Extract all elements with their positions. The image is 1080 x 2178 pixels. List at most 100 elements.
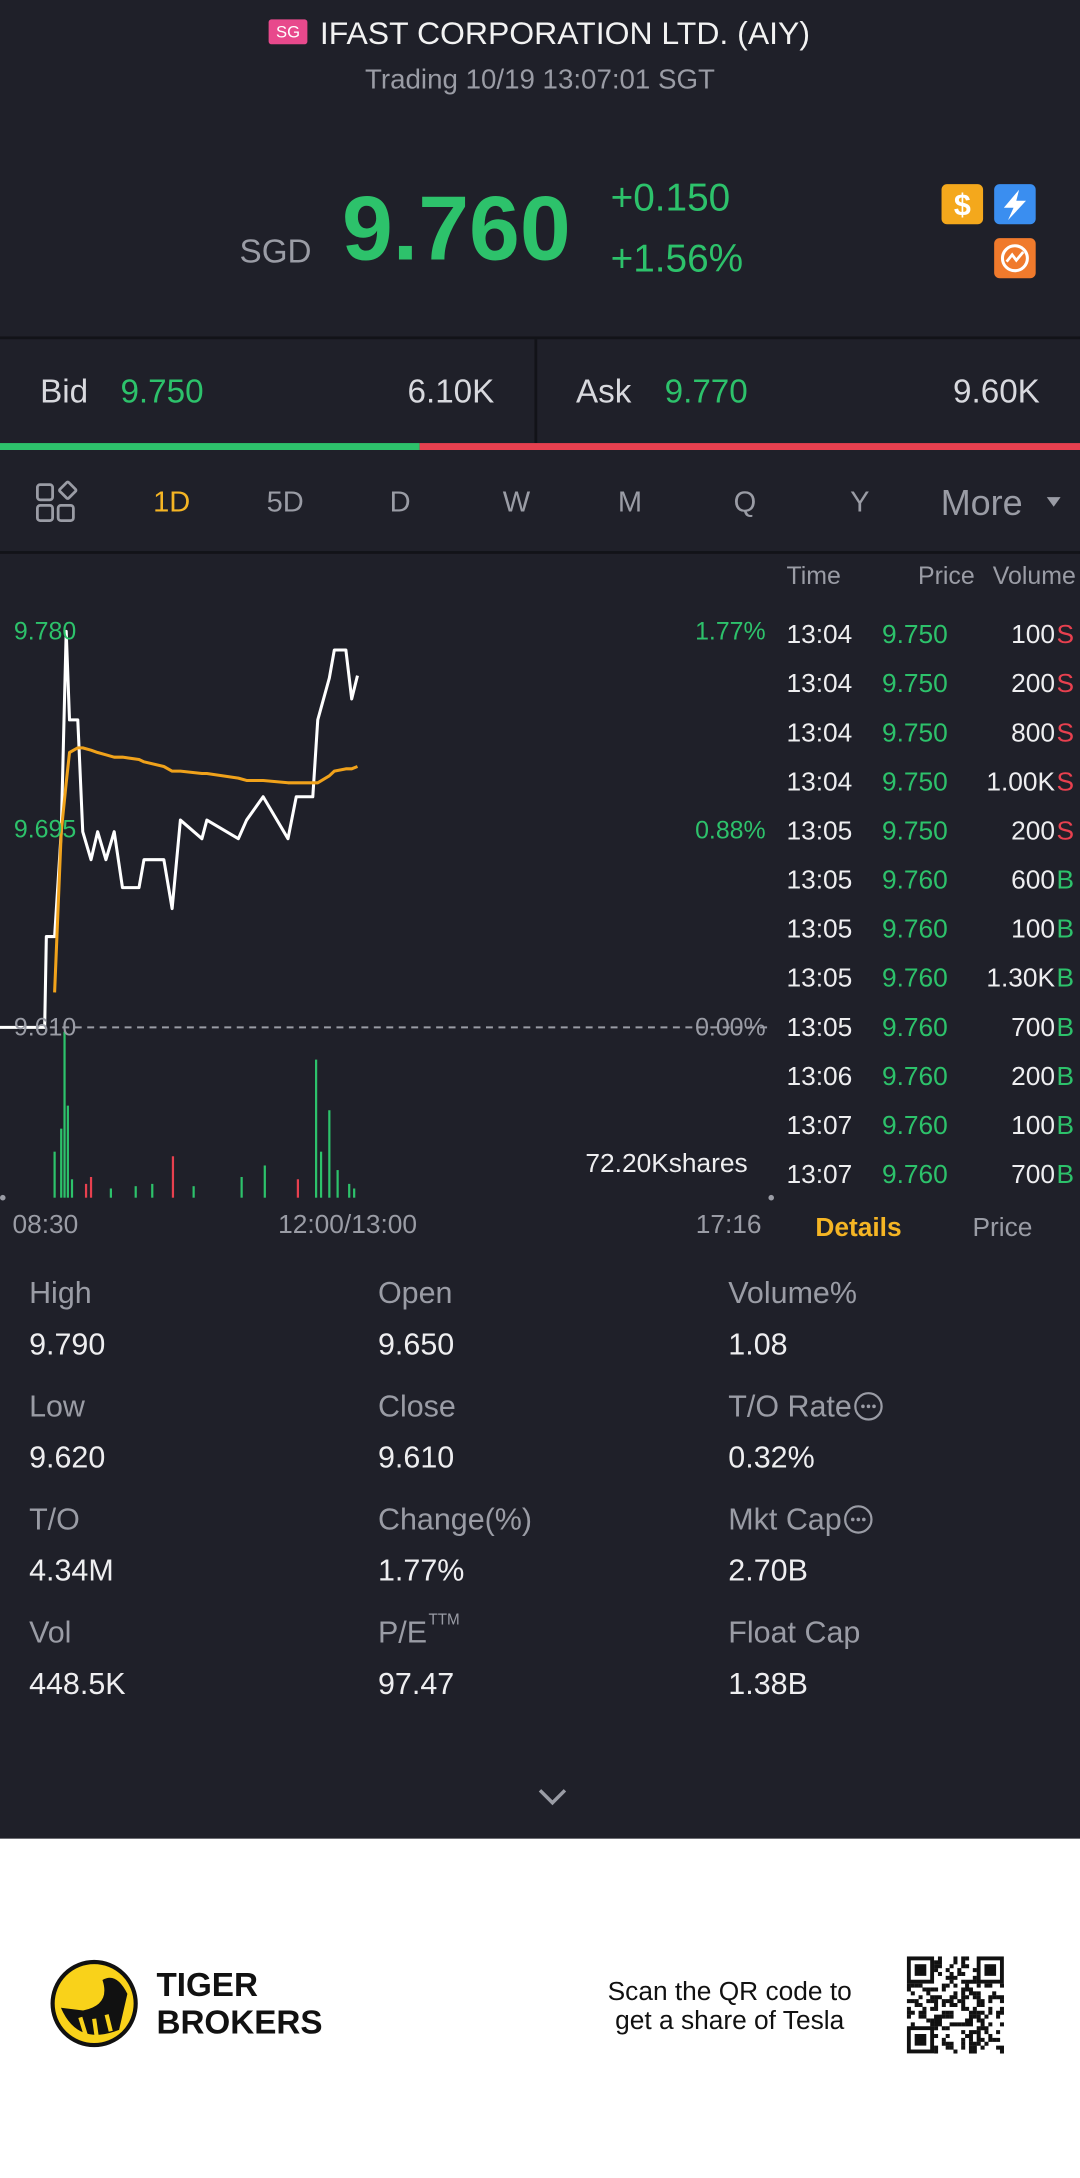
trade-side: S [1056, 815, 1074, 845]
qr-module [968, 2045, 973, 2050]
qr-module [945, 2010, 950, 2015]
detail-value: 9.790 [29, 1327, 105, 1361]
bid-size-bar [0, 443, 420, 450]
qr-module [976, 1995, 981, 2000]
qr-module [945, 1968, 950, 1973]
qr-module [934, 2018, 939, 2023]
qr-module [957, 1968, 962, 1973]
trade-price: 9.760 [882, 865, 948, 895]
period-tab[interactable]: M [618, 487, 642, 519]
qr-module [906, 2010, 911, 2015]
dark-background [0, 0, 1080, 1839]
info-icon-dot [861, 1404, 865, 1409]
trade-price: 9.750 [882, 619, 948, 649]
qr-module [918, 2014, 923, 2019]
qr-module [949, 2041, 954, 2046]
qr-module [949, 1964, 954, 1969]
trade-price: 9.750 [882, 668, 948, 698]
qr-module [965, 2018, 970, 2023]
qr-module [926, 1987, 931, 1992]
qr-module [999, 1995, 1004, 2000]
detail-label: Close [378, 1389, 456, 1423]
period-tab[interactable]: More [941, 482, 1023, 523]
volume-bar [151, 1183, 154, 1198]
qr-module [957, 2022, 962, 2027]
promo-text: Scan the QR code to [608, 1976, 852, 2006]
qr-module [949, 1971, 954, 1976]
detail-value: 97.47 [378, 1667, 454, 1701]
dollar-icon[interactable] [941, 184, 984, 225]
qr-module [953, 1991, 958, 1996]
y-tick-label: 9.780 [14, 617, 76, 645]
qr-module [980, 2037, 985, 2042]
qr-module [922, 2010, 927, 2015]
qr-module [914, 2002, 919, 2007]
detail-tab[interactable]: Price [973, 1212, 1033, 1242]
qr-module [980, 2022, 985, 2027]
separator [0, 336, 1080, 340]
y2-tick-label: 0.00% [695, 1013, 766, 1041]
qr-module [934, 1995, 939, 2000]
qr-module [972, 2014, 977, 2019]
qr-module [953, 1983, 958, 1988]
volume-bar [192, 1186, 195, 1198]
detail-label: T/O Rate [728, 1389, 852, 1423]
detail-tab[interactable]: Details [815, 1212, 901, 1242]
expand-chevron[interactable] [538, 1789, 567, 1806]
period-tab[interactable]: Y [850, 487, 869, 519]
qr-module [906, 1999, 911, 2004]
period-tab[interactable]: 5D [267, 487, 304, 519]
period-tab[interactable]: Q [734, 487, 757, 519]
qr-module [988, 1983, 993, 1988]
qr-module [926, 1999, 931, 2004]
trade-side: S [1056, 717, 1074, 747]
layout-icon[interactable] [35, 480, 78, 522]
more-caret[interactable] [1046, 497, 1061, 507]
qr-module [937, 2018, 942, 2023]
qr-module [918, 1995, 923, 2000]
volume-bar [84, 1183, 88, 1198]
detail-label: Vol [29, 1616, 71, 1650]
detail-value: 2.70B [728, 1554, 808, 1588]
price-change: +0.150 [611, 176, 731, 219]
qr-module [961, 2006, 966, 2011]
qr-module [992, 1991, 997, 1996]
period-tab[interactable]: D [390, 487, 411, 519]
qr-module [934, 2002, 939, 2007]
qr-module [941, 2026, 946, 2031]
qr-module [934, 2049, 939, 2054]
detail-value: 448.5K [29, 1667, 126, 1701]
trade-volume: 200 [1011, 668, 1055, 698]
intraday-chart: 72.20Kshares 9.780 9.695 9.610 1.77% 0.88% 0.0… [0, 617, 772, 1239]
volume-bar [171, 1156, 175, 1198]
period-tab[interactable]: 1D [153, 487, 190, 519]
qr-module [988, 1995, 993, 2000]
ask-size-bar [419, 443, 1080, 450]
qr-module [961, 2022, 966, 2027]
qr-module [976, 2033, 981, 2039]
info-icon[interactable] [844, 1505, 873, 1534]
qr-module [934, 1968, 939, 1973]
detail-label: Float Cap [728, 1616, 860, 1650]
detail-value: 1.77% [378, 1554, 464, 1588]
info-icon[interactable] [854, 1392, 883, 1421]
qr-module [999, 2010, 1004, 2015]
volume-bar [319, 1151, 323, 1198]
qr-module [953, 1960, 958, 1965]
qr-module [999, 1999, 1004, 2004]
trade-time: 13:05 [786, 815, 852, 845]
qr-module [976, 2010, 981, 2015]
price-change-pct: +1.56% [611, 237, 744, 280]
qr-finder [976, 1956, 1004, 1984]
qr-module [934, 2014, 939, 2019]
qr-module [926, 1991, 931, 1996]
qr-module [937, 1960, 942, 1965]
brand-logo-stripes [78, 2014, 113, 2039]
qr-module [972, 2030, 977, 2035]
ask-price: 9.770 [665, 373, 748, 410]
volume-bar [63, 1031, 66, 1198]
qr-module [922, 1987, 927, 1992]
trading-status: Trading 10/19 13:07:01 SGT [365, 63, 715, 94]
period-tab[interactable]: W [503, 487, 531, 519]
separator [0, 551, 1080, 554]
